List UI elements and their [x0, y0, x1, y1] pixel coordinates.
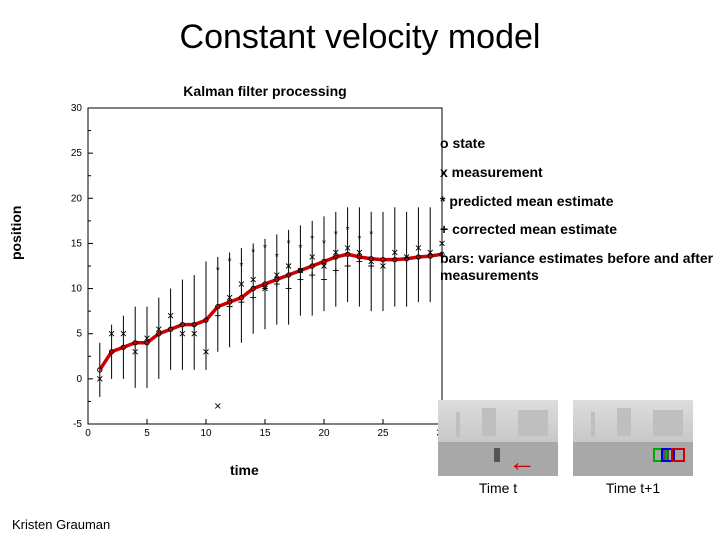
svg-text:20: 20 [71, 193, 83, 204]
svg-text:*: * [228, 256, 232, 267]
thumb-label-t1: Time t+1 [573, 480, 693, 496]
svg-text:25: 25 [377, 428, 389, 439]
arrow-left-icon: ← [508, 446, 536, 478]
svg-text:*: * [251, 247, 255, 258]
svg-text:*: * [322, 238, 326, 249]
svg-text:0: 0 [85, 428, 91, 439]
thumbnail-t: ← [438, 400, 558, 476]
svg-text:*: * [287, 238, 291, 249]
svg-text:10: 10 [200, 428, 212, 439]
svg-text:*: * [346, 225, 350, 236]
svg-text:*: * [263, 243, 267, 254]
kalman-chart: Kalman filter processing051015202530-505… [50, 80, 450, 450]
svg-text:*: * [369, 229, 373, 240]
svg-text:*: * [334, 229, 338, 240]
svg-text:*: * [216, 266, 220, 277]
svg-text:Kalman filter processing: Kalman filter processing [183, 83, 346, 99]
svg-text:-5: -5 [73, 419, 82, 430]
svg-text:15: 15 [259, 428, 271, 439]
author-credit: Kristen Grauman [12, 517, 110, 532]
svg-text:0: 0 [76, 374, 82, 385]
thumb-label-t: Time t [438, 480, 558, 496]
svg-text:15: 15 [71, 238, 83, 249]
legend-item: * predicted mean estimate [440, 193, 715, 210]
svg-text:10: 10 [71, 284, 83, 295]
svg-text:20: 20 [318, 428, 330, 439]
svg-text:30: 30 [71, 103, 83, 114]
time-thumbnails: ← Time t Time t+1 [438, 400, 718, 500]
svg-text:*: * [298, 243, 302, 254]
svg-text:*: * [275, 252, 279, 263]
legend-item: o state [440, 135, 715, 152]
legend-item: x measurement [440, 164, 715, 181]
legend: o state x measurement * predicted mean est… [440, 135, 715, 296]
svg-text:*: * [357, 234, 361, 245]
x-axis-label: time [230, 462, 259, 478]
y-axis-label: position [8, 206, 24, 260]
thumbnail-t1 [573, 400, 693, 476]
svg-text:*: * [310, 234, 314, 245]
corr-box-red [671, 448, 685, 462]
svg-text:*: * [239, 261, 243, 272]
svg-text:5: 5 [76, 329, 82, 340]
legend-item: bars: variance estimates before and afte… [440, 250, 715, 284]
svg-text:25: 25 [71, 148, 83, 159]
slide-title: Constant velocity model [0, 18, 720, 57]
legend-item: + corrected mean estimate [440, 221, 715, 238]
svg-text:5: 5 [144, 428, 150, 439]
